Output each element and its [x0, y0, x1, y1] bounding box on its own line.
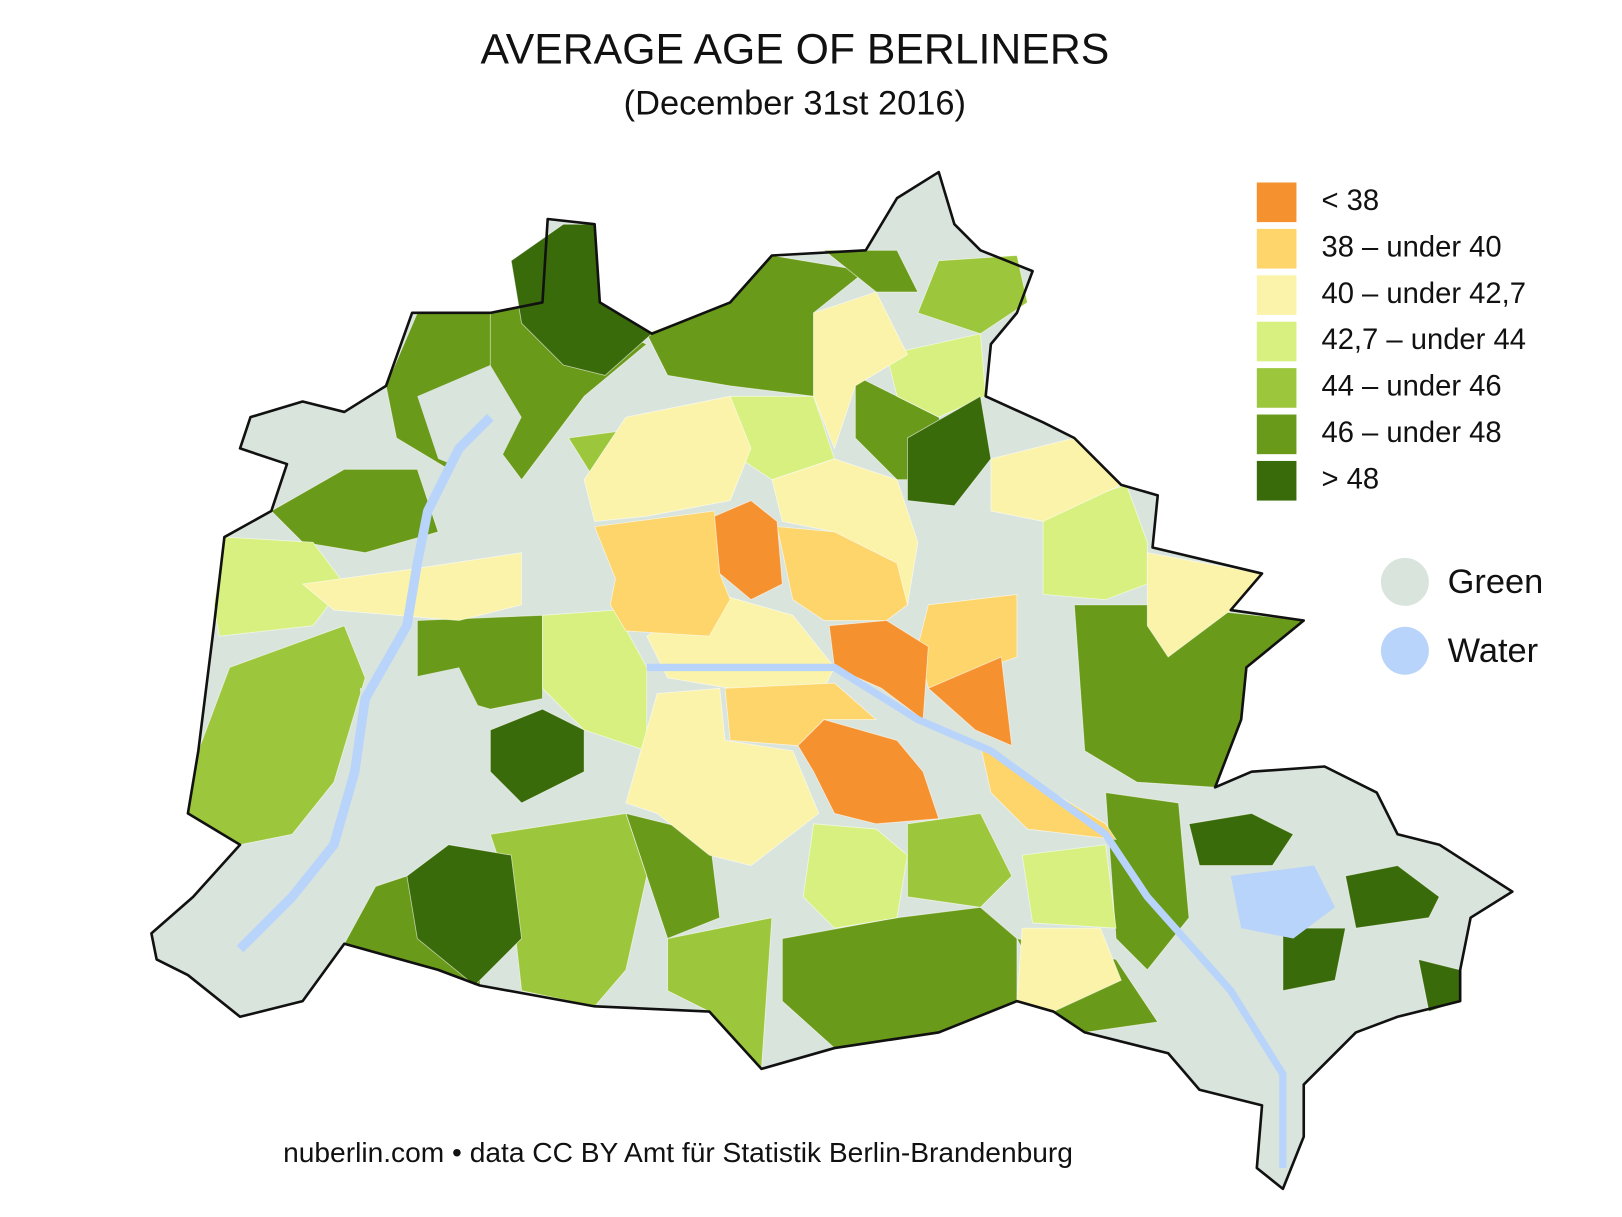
district — [907, 395, 992, 507]
legend-label: < 38 — [1321, 185, 1379, 217]
city-border — [150, 170, 1514, 1191]
district — [1188, 812, 1294, 866]
legend-label: > 48 — [1321, 463, 1379, 495]
legend-swatch — [1256, 321, 1297, 362]
district — [1021, 844, 1117, 929]
title: AVERAGE AGE OF BERLINERS — [480, 25, 1109, 73]
district — [813, 291, 909, 450]
district — [990, 437, 1122, 522]
district — [776, 526, 908, 621]
map-layer — [150, 170, 1514, 1191]
legend-dot — [1380, 626, 1429, 675]
footer: nuberlin.com • data CC BY Amt für Statis… — [283, 1137, 1073, 1168]
subtitle: (December 31st 2016) — [624, 84, 966, 122]
green-area — [417, 364, 522, 480]
district — [822, 249, 919, 293]
legend: < 38 38 – under 40 40 – under 42,7 42,7 – u… — [1256, 182, 1544, 675]
district — [1282, 927, 1346, 992]
legend-label: 46 – under 48 — [1321, 417, 1501, 449]
district — [1016, 927, 1122, 1013]
legend-label: 44 – under 46 — [1321, 371, 1501, 403]
legend-swatch — [1256, 460, 1297, 501]
district — [406, 844, 523, 987]
district — [625, 687, 820, 867]
legend-swatch — [1256, 414, 1297, 455]
legend-dot — [1380, 557, 1429, 606]
district — [802, 823, 908, 929]
river — [646, 663, 1287, 1168]
district — [797, 719, 940, 825]
lake — [1230, 865, 1336, 939]
district — [667, 917, 773, 1070]
legend-swatch — [1256, 182, 1297, 223]
legend-label: 38 – under 40 — [1321, 231, 1501, 263]
district — [213, 536, 345, 637]
district — [917, 255, 1028, 335]
legend-swatch — [1256, 228, 1297, 269]
district — [583, 395, 752, 522]
river — [236, 413, 494, 953]
district — [1344, 865, 1440, 929]
legend-label: Green — [1448, 563, 1544, 601]
legend-label: Water — [1448, 632, 1538, 670]
legend-label: 42,7 – under 44 — [1321, 324, 1525, 356]
district — [489, 708, 585, 804]
district — [927, 656, 1013, 747]
district — [714, 500, 783, 601]
legend-swatch — [1256, 368, 1297, 408]
green-area — [359, 667, 491, 793]
legend-swatch — [1256, 275, 1297, 315]
district — [907, 812, 1013, 908]
legend-label: 40 – under 42,7 — [1321, 278, 1525, 310]
